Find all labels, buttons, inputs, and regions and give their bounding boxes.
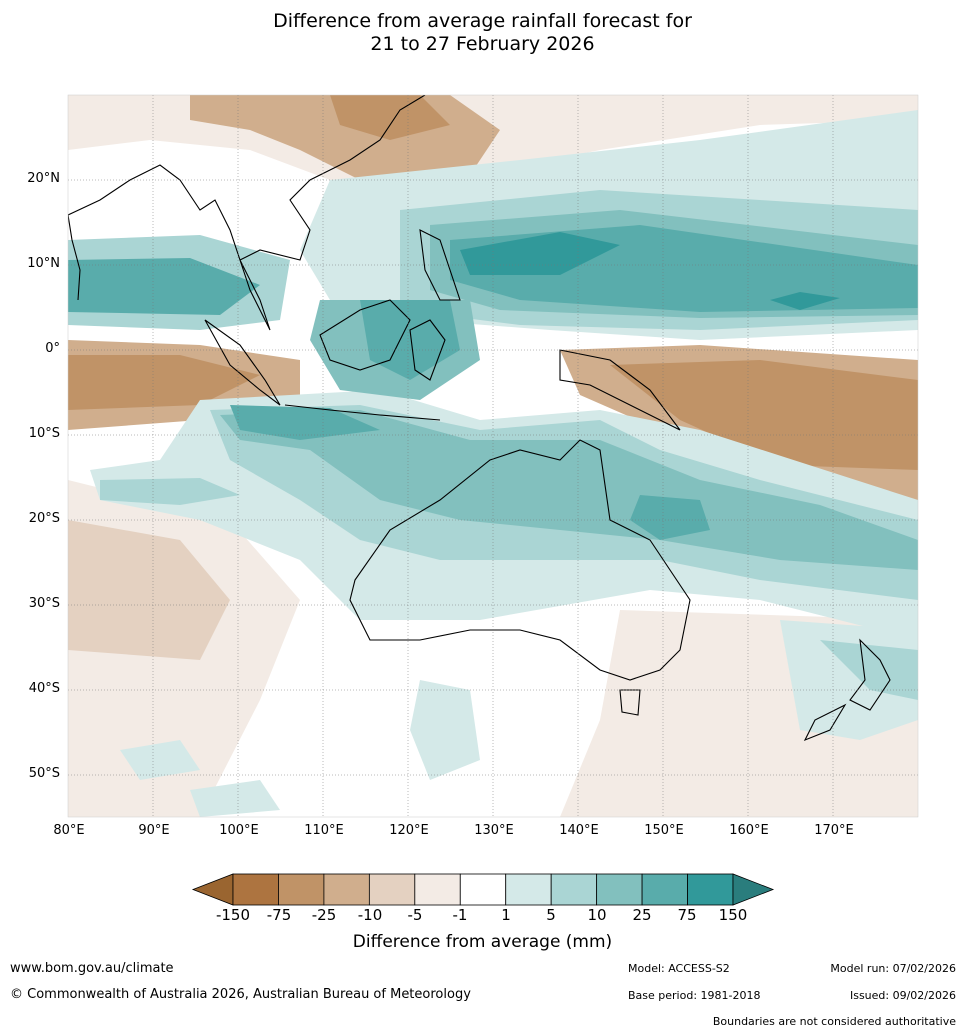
- footer-copyright: © Commonwealth of Australia 2026, Austra…: [10, 987, 471, 1002]
- tasmania-outline: [619, 689, 641, 716]
- legend-swatch: [550, 873, 598, 906]
- legend-swatch: [505, 873, 552, 906]
- colorbar: [191, 873, 775, 906]
- legend-tick: -10: [357, 906, 383, 924]
- lon-label-160e: 160°E: [729, 823, 769, 838]
- lon-label-90e: 90°E: [138, 823, 170, 838]
- footer-model: Model: ACCESS-S2: [628, 962, 730, 975]
- legend-swatch: [596, 873, 643, 906]
- footer-url[interactable]: www.bom.gov.au/climate: [10, 961, 174, 976]
- legend-swatch: [459, 873, 507, 906]
- legend-swatch: [414, 873, 461, 906]
- legend-tick: 1: [501, 906, 511, 924]
- lon-label-80e: 80°E: [53, 823, 85, 838]
- philippines-outline: [419, 229, 461, 301]
- map-title-line2: 21 to 27 February 2026: [370, 33, 595, 55]
- legend-swatch: [323, 873, 370, 906]
- footer-base-period: Base period: 1981-2018: [628, 989, 761, 1002]
- lon-label-170e: 170°E: [814, 823, 854, 838]
- map-title-line1: Difference from average rainfall forecas…: [273, 10, 692, 32]
- graticule: [68, 95, 918, 817]
- legend-extend-low: [191, 873, 234, 906]
- legend-title: Difference from average (mm): [352, 932, 613, 952]
- lat-label-10s: 10°S: [28, 426, 60, 441]
- legend-tick: -5: [407, 906, 423, 924]
- sulawesi-outline: [409, 319, 446, 381]
- lon-label-140e: 140°E: [559, 823, 599, 838]
- lat-label-30s: 30°S: [28, 596, 60, 611]
- legend-swatch: [687, 873, 734, 906]
- australia-outline: [349, 439, 691, 681]
- lat-label-20n: 20°N: [27, 171, 60, 186]
- legend-tick: -25: [311, 906, 337, 924]
- lat-label-40s: 40°S: [28, 681, 60, 696]
- lat-label-20s: 20°S: [28, 511, 60, 526]
- lat-label-0: 0°: [45, 341, 60, 356]
- legend-extend-high: [732, 873, 775, 906]
- legend-swatch: [641, 873, 688, 906]
- footer-issued: Issued: 09/02/2026: [849, 989, 956, 1002]
- legend-tick: -150: [215, 906, 251, 924]
- legend-tick: 5: [546, 906, 556, 924]
- legend-tick: 25: [632, 906, 652, 924]
- legend-tick: -1: [452, 906, 468, 924]
- lat-label-10n: 10°N: [27, 256, 60, 271]
- coastlines: [68, 95, 891, 742]
- legend-swatch: [232, 873, 279, 906]
- footer-model-run: Model run: 07/02/2026: [830, 962, 956, 975]
- legend-swatch: [278, 873, 325, 906]
- legend-swatch: [368, 873, 416, 906]
- lon-label-100e: 100°E: [219, 823, 259, 838]
- legend-tick: -75: [266, 906, 292, 924]
- new-guinea-outline: [559, 349, 681, 431]
- borneo-outline: [319, 299, 411, 371]
- footer-disclaimer: Boundaries are not considered authoritat…: [712, 1015, 956, 1028]
- lon-label-110e: 110°E: [304, 823, 344, 838]
- lon-label-150e: 150°E: [644, 823, 684, 838]
- lon-label-120e: 120°E: [389, 823, 429, 838]
- legend-tick: 10: [587, 906, 607, 924]
- legend-tick: 150: [718, 906, 748, 924]
- sumatra-outline: [204, 319, 281, 406]
- lon-label-130e: 130°E: [474, 823, 514, 838]
- legend-tick: 75: [677, 906, 697, 924]
- lat-label-50s: 50°S: [28, 766, 60, 781]
